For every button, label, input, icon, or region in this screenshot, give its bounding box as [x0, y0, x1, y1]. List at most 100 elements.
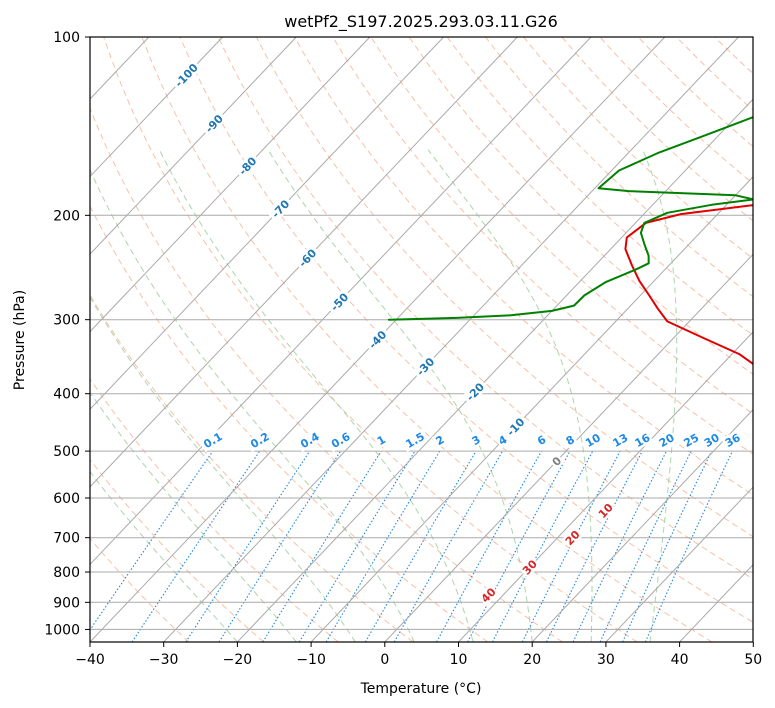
mixing-ratio-label-group: 1	[373, 431, 390, 449]
x-axis-label: Temperature (°C)	[360, 681, 482, 697]
y-tick-label: 300	[53, 313, 80, 329]
isotherm-line	[237, 98, 753, 642]
moist-adiabat-line	[90, 296, 356, 642]
x-tick-label: 0	[380, 652, 389, 668]
y-tick-label: 600	[53, 491, 80, 507]
y-tick-label: 900	[53, 595, 80, 611]
axes: −40 −30 −20 −10 0 10 20 30 40 5010020030040050060…	[44, 30, 762, 668]
y-tick-label: 100	[53, 30, 80, 46]
x-tick-label: 20	[523, 652, 541, 668]
isotherm-label-bg	[200, 110, 228, 138]
dry-adiabat-line	[446, 37, 753, 336]
mixing-ratio-label-group: 8	[562, 431, 579, 449]
y-tick-label: 1000	[44, 622, 80, 638]
dry-adiabat-line	[408, 37, 753, 375]
isotherm-line	[458, 331, 753, 642]
mixing-ratio-label-bg	[581, 429, 604, 451]
y-tick-label: 400	[53, 387, 80, 403]
x-tick-label: −30	[149, 652, 179, 668]
isotherm-line	[163, 37, 739, 642]
plot-background	[90, 37, 753, 642]
mixing-ratio-label-bg	[533, 431, 550, 449]
isotherm-line	[531, 408, 753, 642]
mixing-ratio-label-bg	[609, 429, 632, 451]
isotherm-line	[90, 37, 223, 178]
x-tick-label: 10	[450, 652, 468, 668]
mixing-ratio-line	[393, 450, 504, 642]
y-tick-label: 800	[53, 565, 80, 581]
mixing-ratio-label-bg	[631, 429, 654, 451]
moist-adiabat-line	[427, 149, 593, 642]
x-tick-label: −40	[75, 652, 105, 668]
dewpoint-profile-line	[387, 116, 753, 321]
background-lines	[0, 37, 753, 642]
mixing-ratio-label-group: 4	[494, 431, 511, 449]
mixing-ratio-line	[262, 450, 382, 642]
mixing-ratio-label-group: 2	[431, 431, 448, 449]
mixing-ratio-label-bg	[562, 431, 579, 449]
isotherm-label-bg	[461, 378, 489, 406]
mixing-ratio-line	[546, 450, 643, 642]
mixing-ratio-label-bg	[373, 431, 390, 449]
mixing-ratio-label-bg	[326, 428, 355, 452]
dry-adiabat-line	[103, 37, 638, 642]
mixing-ratio-label-group: 6	[533, 431, 550, 449]
mixing-ratio-label-bg	[494, 431, 511, 449]
dry-adiabat-line	[294, 37, 753, 496]
isotherm-label-bg	[364, 325, 391, 354]
isotherm-line	[90, 37, 592, 566]
dry-adiabat-line	[217, 37, 753, 580]
isotherm-line	[0, 37, 2, 642]
dry-adiabat-line	[752, 37, 753, 39]
mixing-ratio-line	[90, 450, 214, 631]
dry-adiabat-line	[90, 106, 563, 642]
mixing-ratio-label-bg	[198, 428, 227, 452]
y-tick-label: 200	[53, 208, 80, 224]
dry-adiabat-line	[179, 37, 753, 623]
mixing-ratio-line	[325, 450, 441, 642]
chart-title: wetPf2_S197.2025.293.03.11.G26	[284, 12, 558, 32]
isotherm-line	[605, 486, 753, 642]
mixing-ratio-line	[218, 450, 342, 642]
y-tick-label: 500	[53, 444, 80, 460]
line-labels: -100-90-80-70-60-50-40-30-20-1000.1 0.2 0.…	[170, 59, 744, 607]
isotherm-line	[90, 37, 297, 255]
isotherm-label-bg	[412, 353, 439, 381]
mixing-ratio-line	[131, 450, 261, 642]
mixing-ratio-label-bg	[295, 428, 324, 452]
mixing-ratio-line	[298, 450, 416, 642]
y-axis-label: Pressure (hPa)	[12, 290, 28, 390]
mixing-ratio-line	[185, 450, 311, 642]
x-tick-label: 50	[744, 652, 762, 668]
theta-e-label-bg	[477, 584, 500, 607]
isotherm-line	[752, 641, 753, 642]
mixing-ratio-line	[467, 450, 571, 642]
dry-adiabat-line	[370, 37, 753, 415]
isotherm-label-bg	[294, 244, 321, 272]
y-tick-label: 700	[53, 531, 80, 547]
x-tick-label: −20	[223, 652, 253, 668]
isotherm-line	[384, 253, 753, 642]
dry-adiabat-line	[90, 458, 264, 642]
mixing-ratio-label-group: 3	[467, 431, 484, 449]
isotherm-label-bg	[548, 452, 566, 470]
theta-e-label-bg	[594, 499, 617, 522]
mixing-ratio-line	[436, 450, 542, 642]
theta-e-label-bg	[518, 556, 541, 579]
mixing-ratio-line	[622, 450, 713, 642]
x-tick-label: 30	[597, 652, 615, 668]
isotherm-label-bg	[267, 195, 294, 223]
mixing-ratio-label-bg	[721, 429, 744, 451]
mixing-ratio-label-bg	[655, 429, 678, 451]
mixing-ratio-label-bg	[680, 429, 703, 451]
profile-lines	[387, 116, 753, 366]
dry-adiabat-line	[90, 537, 190, 642]
moist-adiabat-line	[267, 149, 533, 642]
plot-frame	[89, 36, 754, 643]
isotherm-label-bg	[234, 152, 261, 180]
mixing-ratio-label-bg	[431, 431, 448, 449]
temperature-profile-line	[624, 204, 753, 366]
dry-adiabat-line	[141, 37, 713, 642]
isotherm-label-bg	[326, 288, 353, 316]
